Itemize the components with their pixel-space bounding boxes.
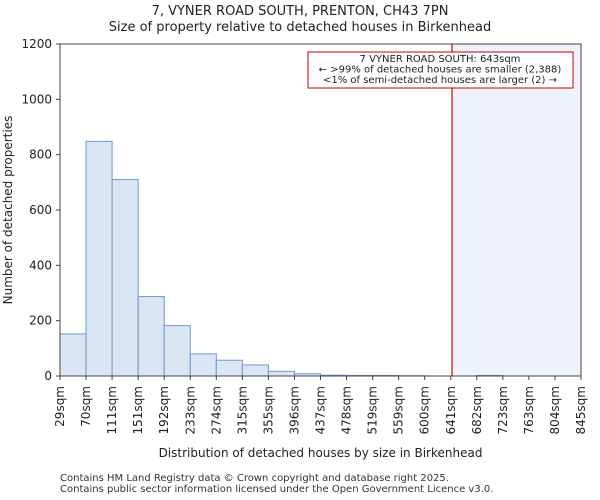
annotation-line-1: 7 VYNER ROAD SOUTH: 643sqm bbox=[360, 54, 521, 65]
bar-355sqm bbox=[267, 370, 295, 377]
x-tick-label-519sqm: 519sqm bbox=[366, 386, 380, 434]
y-tick-label-800: 800 bbox=[29, 148, 52, 162]
x-tick-label-274sqm: 274sqm bbox=[209, 386, 223, 434]
x-tick-label-641sqm: 641sqm bbox=[444, 386, 458, 434]
x-tick-label-70sqm: 70sqm bbox=[79, 386, 93, 427]
y-tick-label-1000: 1000 bbox=[21, 92, 52, 106]
x-tick-label-845sqm: 845sqm bbox=[574, 386, 588, 434]
y-tick-label-0: 0 bbox=[44, 369, 52, 383]
bar-315sqm bbox=[241, 364, 269, 377]
x-tick-label-396sqm: 396sqm bbox=[287, 386, 301, 434]
y-tick-label-400: 400 bbox=[29, 258, 52, 272]
x-tick-label-355sqm: 355sqm bbox=[261, 386, 275, 434]
bar-70sqm bbox=[85, 140, 113, 377]
x-tick-label-192sqm: 192sqm bbox=[157, 386, 171, 434]
annotation-line-3: <1% of semi-detached houses are larger (… bbox=[323, 75, 557, 86]
y-tick-label-600: 600 bbox=[29, 203, 52, 217]
x-tick-label-111sqm: 111sqm bbox=[105, 386, 119, 434]
x-tick-label-723sqm: 723sqm bbox=[496, 386, 510, 434]
annotation-box bbox=[307, 51, 574, 89]
chart-title: 7, VYNER ROAD SOUTH, PRENTON, CH43 7PN bbox=[151, 4, 449, 19]
x-tick-label-478sqm: 478sqm bbox=[340, 386, 354, 434]
x-tick-label-29sqm: 29sqm bbox=[53, 386, 67, 427]
bar-chart: 0 200 400 600 800 1000 1200 29sqm 70sqm 111sqm 151… bbox=[1, 37, 588, 460]
bar-151sqm bbox=[137, 296, 165, 377]
bar-274sqm bbox=[215, 359, 243, 377]
footer-copyright: Contains HM Land Registry data © Crown c… bbox=[60, 473, 449, 484]
bar-233sqm bbox=[189, 353, 217, 377]
y-tick-label-200: 200 bbox=[29, 314, 52, 328]
annotation-line-2: ← >99% of detached houses are smaller (2… bbox=[319, 65, 562, 76]
bar-192sqm bbox=[163, 325, 191, 377]
footer-licence: Contains public sector information licen… bbox=[60, 484, 494, 495]
y-axis-label: Number of detached properties bbox=[1, 116, 15, 305]
chart-subtitle: Size of property relative to detached ho… bbox=[108, 20, 492, 35]
x-tick-label-151sqm: 151sqm bbox=[131, 386, 145, 434]
x-tick-label-233sqm: 233sqm bbox=[183, 386, 197, 434]
x-axis-label: Distribution of detached houses by size … bbox=[159, 446, 483, 460]
bar-111sqm bbox=[111, 179, 139, 377]
x-tick-label-600sqm: 600sqm bbox=[418, 386, 432, 434]
bar-29sqm bbox=[59, 333, 87, 377]
x-tick-label-804sqm: 804sqm bbox=[548, 386, 562, 434]
x-tick-label-437sqm: 437sqm bbox=[314, 386, 328, 434]
x-tick-label-682sqm: 682sqm bbox=[470, 386, 484, 434]
x-tick-label-559sqm: 559sqm bbox=[392, 386, 406, 434]
x-tick-label-315sqm: 315sqm bbox=[235, 386, 249, 434]
x-tick-label-763sqm: 763sqm bbox=[522, 386, 536, 434]
y-tick-label-1200: 1200 bbox=[21, 37, 52, 51]
highlight-region bbox=[452, 44, 581, 376]
